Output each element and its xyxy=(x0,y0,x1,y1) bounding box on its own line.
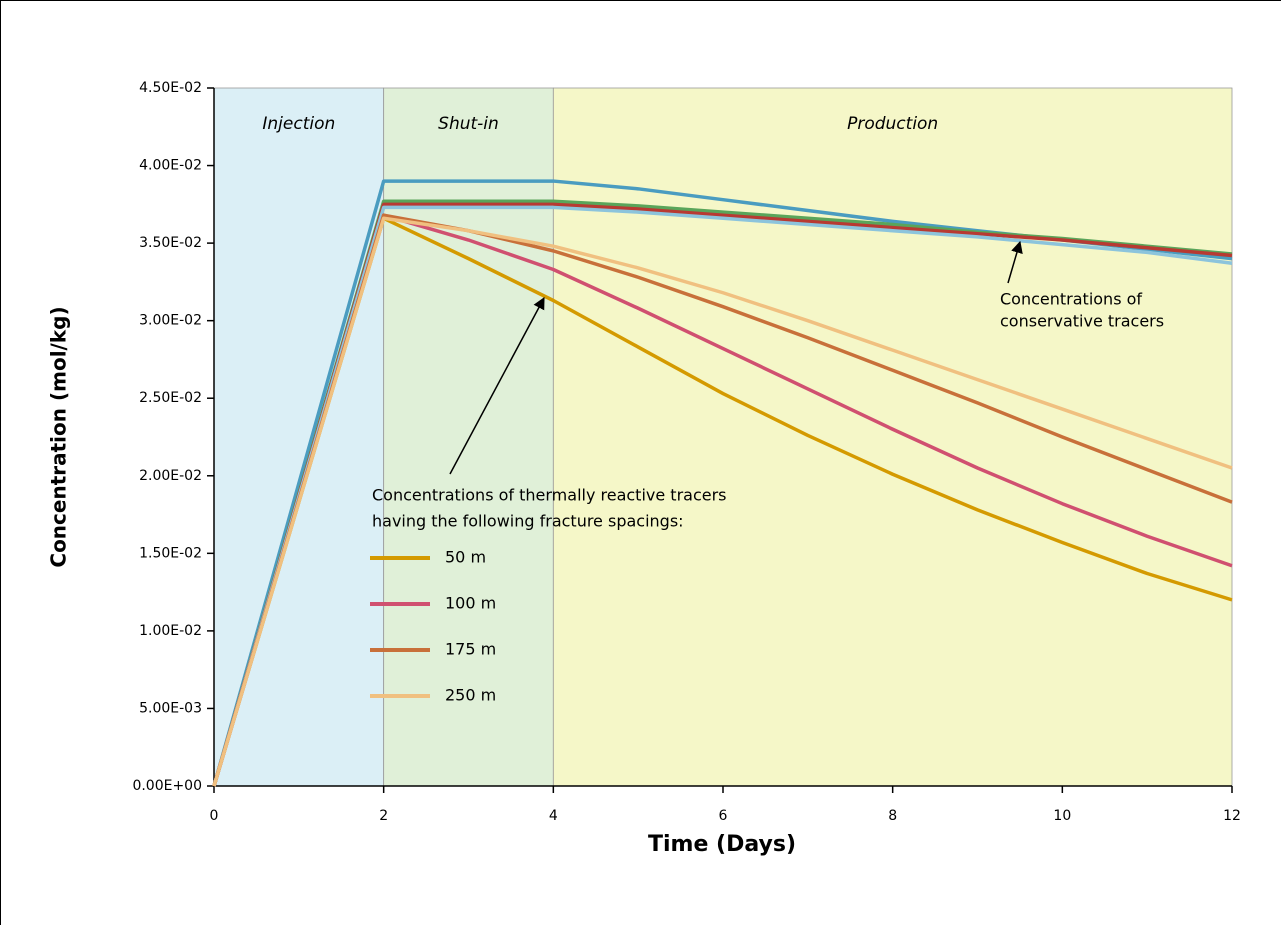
x-tick-label: 10 xyxy=(1053,808,1071,824)
y-axis-label: Concentration (mol/kg) xyxy=(47,306,71,567)
legend-label: 50 m xyxy=(445,548,486,567)
region xyxy=(383,87,554,787)
x-tick-label: 0 xyxy=(210,808,219,824)
y-tick-label: 5.00E-03 xyxy=(139,700,202,716)
y-tick-label: 1.00E-02 xyxy=(139,623,202,639)
y-tick-label: 3.00E-02 xyxy=(139,313,202,329)
region-label: Production xyxy=(847,114,938,134)
series-line xyxy=(212,205,1233,787)
region xyxy=(213,87,385,787)
x-tick-label: 8 xyxy=(888,808,897,824)
annotation: Concentrations of xyxy=(1000,290,1142,309)
y-tick-label: 0.00E+00 xyxy=(132,778,202,794)
x-axis-label: Time (Days) xyxy=(648,832,796,857)
y-tick-label: 1.50E-02 xyxy=(139,545,202,561)
legend-label: 175 m xyxy=(445,640,496,659)
series-line xyxy=(212,202,1233,787)
legend-label: 100 m xyxy=(445,594,496,613)
annotation: conservative tracers xyxy=(1000,312,1164,331)
legend-label: 250 m xyxy=(445,686,496,705)
y-tick-label: 3.50E-02 xyxy=(139,235,202,251)
annotation: having the following fracture spacings: xyxy=(372,512,684,531)
y-tick-label: 4.00E-02 xyxy=(139,158,202,174)
arrow xyxy=(449,296,545,475)
arrow xyxy=(1007,240,1023,284)
x-tick-label: 6 xyxy=(719,808,728,824)
y-tick-label: 2.00E-02 xyxy=(139,468,202,484)
y-tick-label: 4.50E-02 xyxy=(139,80,202,96)
x-tick-label: 12 xyxy=(1223,808,1241,824)
x-tick-label: 2 xyxy=(379,808,388,824)
annotation: Concentrations of thermally reactive tra… xyxy=(372,486,727,505)
region-label: Injection xyxy=(262,114,335,134)
series-line xyxy=(212,216,1233,787)
x-tick-label: 4 xyxy=(549,808,558,824)
series-line xyxy=(212,213,1233,787)
y-tick-label: 2.50E-02 xyxy=(139,390,202,406)
region-label: Shut-in xyxy=(438,114,499,134)
